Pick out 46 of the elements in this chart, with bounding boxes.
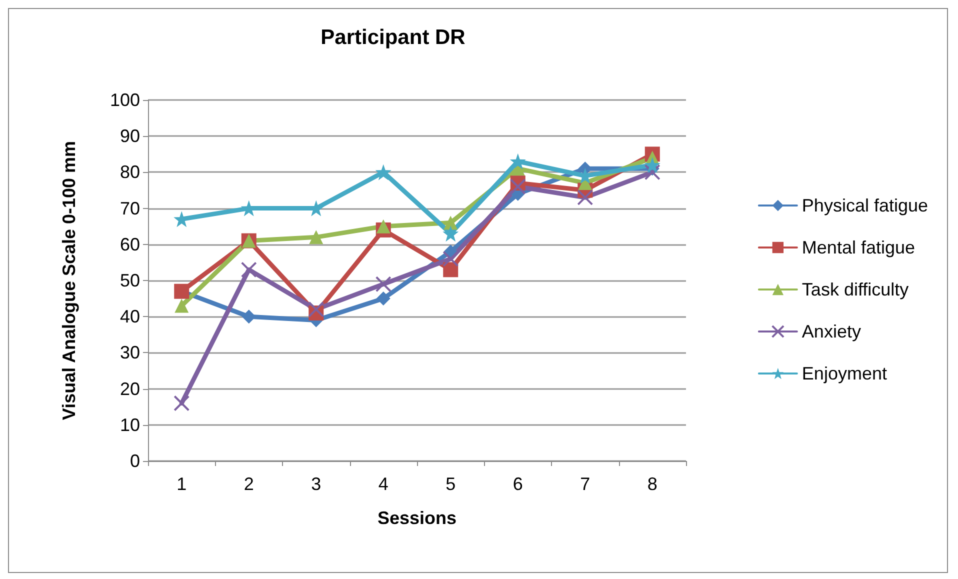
point bbox=[443, 262, 458, 278]
y-tick-label: 0 bbox=[130, 451, 140, 471]
point bbox=[644, 164, 660, 180]
y-tick-label: 80 bbox=[120, 162, 140, 182]
y-tick-label: 10 bbox=[120, 414, 140, 435]
legend-label: Physical fatigue bbox=[802, 196, 928, 216]
x-tick-label: 7 bbox=[580, 474, 590, 494]
point bbox=[376, 219, 390, 234]
point bbox=[442, 226, 459, 242]
x-axis-title: Sessions bbox=[377, 508, 457, 528]
legend-label: Task difficulty bbox=[802, 280, 909, 300]
point bbox=[308, 301, 324, 318]
x-tick-label: 3 bbox=[311, 474, 322, 494]
point bbox=[510, 178, 526, 195]
point bbox=[309, 230, 324, 244]
point bbox=[577, 189, 594, 206]
x-tick-label: 1 bbox=[176, 474, 187, 494]
y-tick-label: 20 bbox=[120, 378, 140, 399]
y-tick-label: 90 bbox=[120, 126, 140, 146]
point bbox=[510, 153, 526, 170]
legend-label: Anxiety bbox=[802, 322, 861, 342]
x-tick-label: 6 bbox=[512, 474, 523, 494]
point bbox=[444, 216, 458, 230]
legend-label: Mental fatigue bbox=[802, 238, 916, 258]
legend-label: Enjoyment bbox=[802, 364, 887, 384]
point bbox=[375, 276, 392, 292]
point bbox=[442, 250, 459, 267]
y-tick-label: 50 bbox=[120, 270, 140, 290]
y-tick-label: 70 bbox=[120, 198, 140, 218]
y-tick-label: 30 bbox=[120, 342, 140, 363]
point bbox=[242, 310, 256, 324]
y-axis-title: Visual Analogue Scale 0-100 mm bbox=[59, 140, 79, 420]
x-tick-label: 5 bbox=[446, 474, 456, 494]
y-tick-label: 100 bbox=[110, 90, 140, 110]
point bbox=[174, 298, 189, 313]
y-tick-label: 40 bbox=[120, 306, 140, 327]
point bbox=[174, 395, 190, 412]
point bbox=[376, 292, 390, 306]
chart-title: Participant DR bbox=[320, 26, 466, 49]
point bbox=[644, 156, 660, 173]
y-tick-label: 60 bbox=[120, 234, 140, 254]
x-tick-label: 8 bbox=[647, 474, 658, 494]
point bbox=[240, 262, 257, 278]
point bbox=[375, 164, 392, 180]
x-tick-label: 2 bbox=[244, 474, 254, 494]
x-tick-label: 4 bbox=[378, 474, 388, 494]
